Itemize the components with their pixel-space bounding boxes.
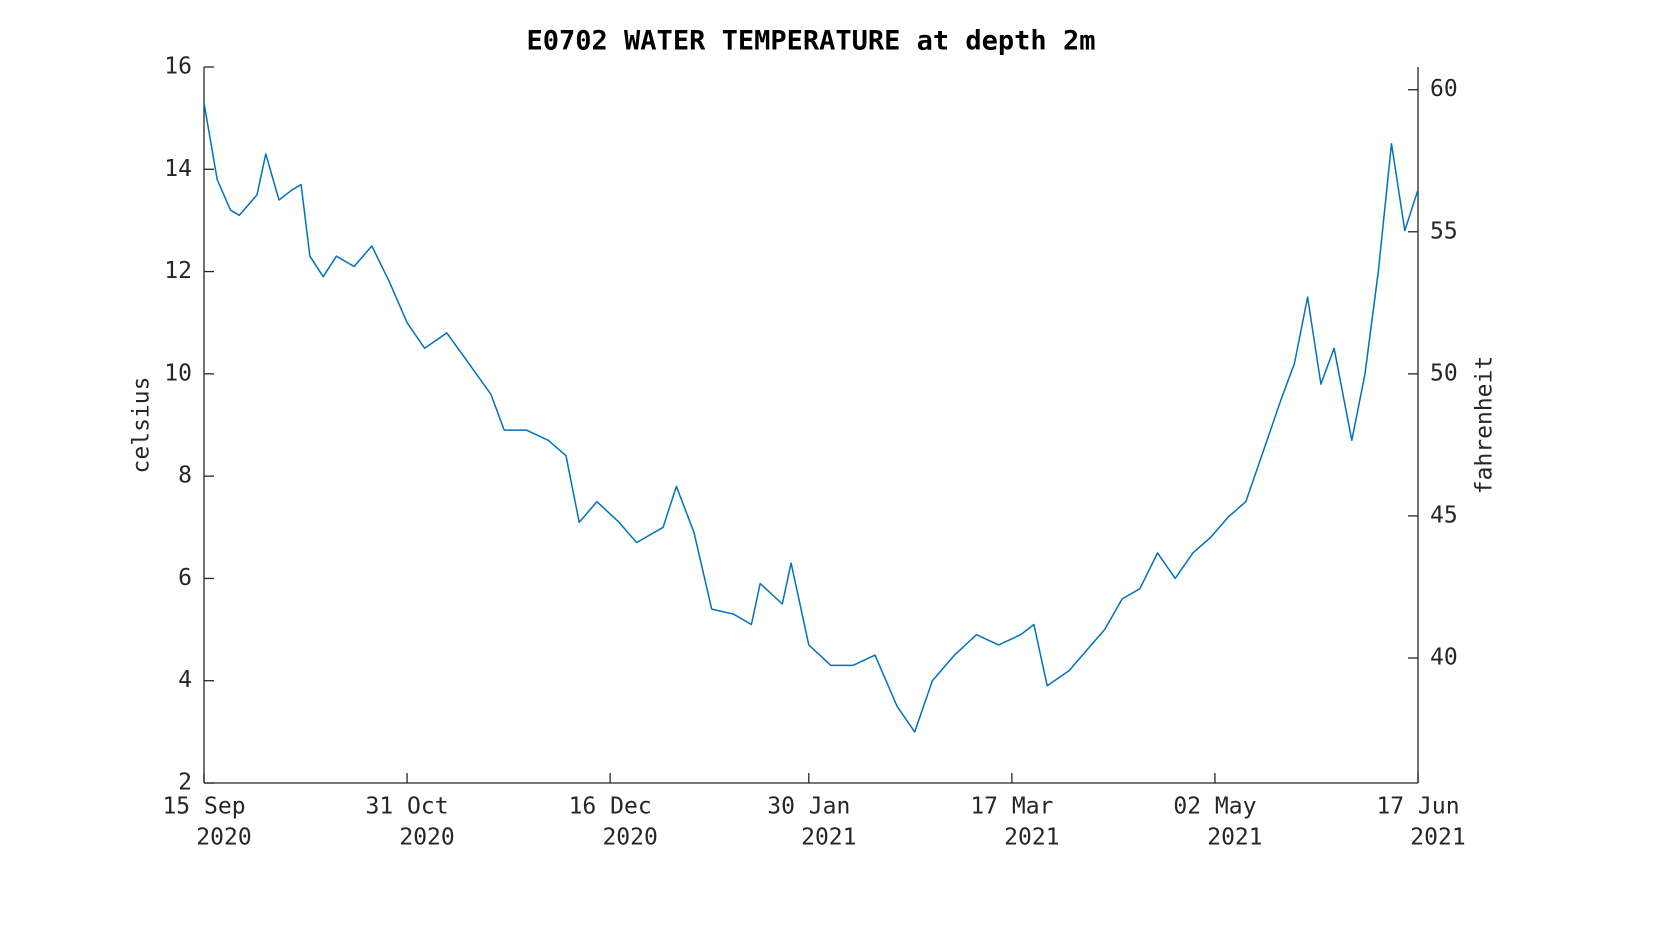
x-tick-label: 17 Mar xyxy=(970,794,1053,820)
x-tick-label: 16 Dec xyxy=(569,794,652,820)
x-tick-label: 2020 xyxy=(399,825,454,851)
y-tick-label: 8 xyxy=(178,463,192,489)
y-tick-label: 2 xyxy=(178,770,192,796)
y-tick-label: 6 xyxy=(178,565,192,591)
y-axis-label: celsius xyxy=(129,377,155,474)
x-tick-label: 15 Sep xyxy=(162,794,245,820)
x-tick-label: 02 May xyxy=(1173,794,1256,820)
x-tick-label: 2021 xyxy=(1410,825,1465,851)
y-tick-label: 4 xyxy=(178,667,192,693)
x-tick-label: 30 Jan xyxy=(767,794,850,820)
x-tick-label: 2021 xyxy=(1207,825,1262,851)
y2-tick-label: 40 xyxy=(1430,644,1458,670)
data-line xyxy=(203,102,1419,733)
x-tick-label: 2021 xyxy=(1004,825,1059,851)
x-tick-label: 2020 xyxy=(602,825,657,851)
x-tick-label: 2021 xyxy=(801,825,856,851)
x-tick-label: 2020 xyxy=(196,825,251,851)
y-tick-label: 16 xyxy=(164,54,192,80)
x-tick-label: 31 Oct xyxy=(366,794,449,820)
y2-tick-label: 45 xyxy=(1430,502,1458,528)
y2-tick-label: 55 xyxy=(1430,218,1458,244)
y-tick-label: 10 xyxy=(164,360,192,386)
y-tick-label: 14 xyxy=(164,156,192,182)
y-tick-label: 12 xyxy=(164,258,192,284)
y2-tick-label: 60 xyxy=(1430,76,1458,102)
x-tick-label: 17 Jun xyxy=(1376,794,1459,820)
chart-title: E0702 WATER TEMPERATURE at depth 2m xyxy=(527,26,1096,57)
y2-axis-label: fahrenheit xyxy=(1472,356,1498,494)
y2-tick-label: 50 xyxy=(1430,360,1458,386)
